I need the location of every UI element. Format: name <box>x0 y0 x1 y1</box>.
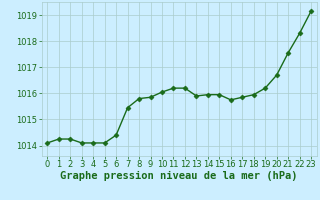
X-axis label: Graphe pression niveau de la mer (hPa): Graphe pression niveau de la mer (hPa) <box>60 171 298 181</box>
